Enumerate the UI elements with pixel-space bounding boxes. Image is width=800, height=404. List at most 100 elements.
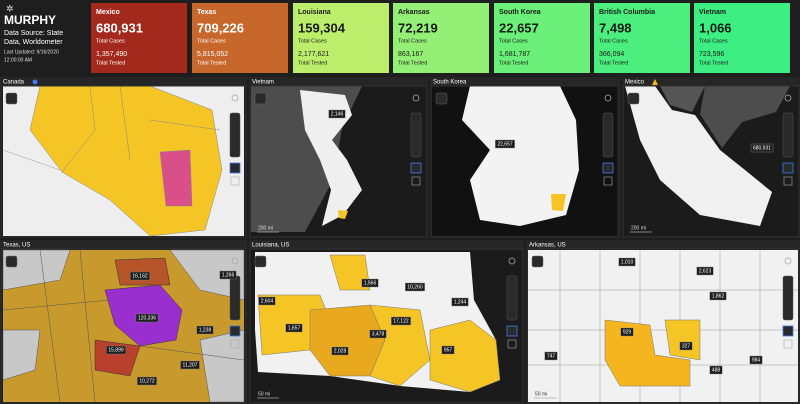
header: ✲ MURPHY Data Source: State Data, Worldo… [4,3,63,63]
add-button[interactable] [602,162,614,174]
add-button[interactable] [782,325,794,337]
map-label: 488 [712,367,721,373]
map-label: 1,266 [222,272,235,278]
map-label-box [620,327,634,337]
search-button[interactable] [784,257,792,265]
scale-label: 200 mi [258,225,273,231]
logo-icon: ✲ [6,3,14,13]
card-name: Vietnam [699,9,726,16]
select-button[interactable] [230,339,240,349]
map-label: 10,272 [139,378,155,384]
layer-button[interactable] [531,255,544,268]
map-label: 3,478 [372,331,385,337]
stat-card[interactable]: British Columbia 7,498 Total Cases 366,094 T… [594,3,690,73]
zoom-control[interactable] [506,275,518,321]
layer-button[interactable] [5,255,18,268]
card-name: Arkansas [398,9,430,16]
stat-card[interactable]: Mexico 680,931 Total Cases 1,357,490 Total T… [91,3,187,73]
map-label-box [679,341,693,351]
stat-card[interactable]: Vietnam 1,066 Total Cases 723,596 Total Test… [694,3,790,73]
map-label: 1,657 [288,325,301,331]
select-button[interactable] [411,176,421,186]
card-cases-label: Total Cases [96,38,125,44]
layer-button[interactable] [627,92,640,105]
card-cases: 72,219 [398,20,438,35]
layer-button[interactable] [435,92,448,105]
zoom-control[interactable] [602,112,614,158]
card-background [91,3,187,73]
search-button[interactable] [508,257,516,265]
card-tested: 366,094 [599,51,624,58]
map-label-box [180,360,200,370]
map-label: 2,028 [334,348,347,354]
panel-title-bar [622,77,800,86]
card-tested: 723,596 [699,51,724,58]
panel-title: Louisiana, US [252,243,289,249]
stat-card[interactable]: Arkansas 72,219 Total Cases 863,167 Total Te… [393,3,489,73]
select-button[interactable] [783,339,793,349]
card-cases: 709,226 [197,20,244,35]
layer-button[interactable] [254,255,267,268]
select-button[interactable] [603,176,613,186]
zoom-control[interactable] [229,275,241,321]
map-south-korea [432,86,617,236]
scale-label: 50 mi [535,391,547,397]
map-label-box [219,270,237,280]
map-label-box [369,329,387,339]
panel-title: South Korea [433,80,467,86]
map-label-box [331,346,349,356]
map-label: 680,931 [753,145,771,151]
stat-card[interactable]: Louisiana 159,304 Total Cases 2,177,621 Tota… [293,3,389,73]
search-button[interactable] [231,94,239,102]
map-label: 2,604 [261,298,274,304]
stat-card[interactable]: Texas 709,226 Total Cases 5,815,052 Total Te… [192,3,288,73]
card-name: South Korea [499,9,541,16]
add-button[interactable] [782,162,794,174]
panel-border [430,85,620,238]
card-name: Mexico [96,9,120,16]
layer-button[interactable] [5,92,18,105]
map-label: 1,010 [621,259,634,265]
scale-label: 200 mi [631,225,646,231]
panel-title: Mexico [625,80,645,86]
stat-card[interactable]: South Korea 22,657 Total Cases 1,681,787 Tot… [494,3,590,73]
card-cases: 159,304 [298,20,346,35]
map-label-box [137,376,157,386]
layer-button[interactable] [254,92,267,105]
card-tested-label: Total Tested [197,60,226,66]
card-background [594,3,690,73]
select-button[interactable] [507,339,517,349]
search-button[interactable] [604,94,612,102]
map-label: 15,899 [108,347,124,353]
map-label: 10,260 [407,284,423,290]
panel-border [249,85,428,238]
add-button[interactable] [229,325,241,337]
panel-border [249,248,524,404]
card-tested-label: Total Tested [599,60,628,66]
map-label-box [451,297,469,307]
add-button[interactable] [506,325,518,337]
search-button[interactable] [231,257,239,265]
map-label-box [696,266,714,276]
add-button[interactable] [410,162,422,174]
zoom-control[interactable] [782,112,794,158]
zoom-control[interactable] [782,275,794,321]
add-button[interactable] [229,162,241,174]
card-tested: 1,357,490 [96,51,127,58]
select-button[interactable] [230,176,240,186]
info-icon [32,79,38,85]
search-button[interactable] [412,94,420,102]
map-label: 1,862 [712,293,725,299]
select-button[interactable] [783,176,793,186]
logo: MURPHY [4,13,56,27]
search-button[interactable] [784,94,792,102]
map-label-box [285,323,303,333]
map-label: 957 [444,347,453,353]
zoom-control[interactable] [410,112,422,158]
map-label-box [405,282,425,292]
map-label-box [391,316,411,326]
map-label: 2,623 [699,268,712,274]
panel-title-bar [0,77,247,86]
card-background [393,3,489,73]
zoom-control[interactable] [229,112,241,158]
